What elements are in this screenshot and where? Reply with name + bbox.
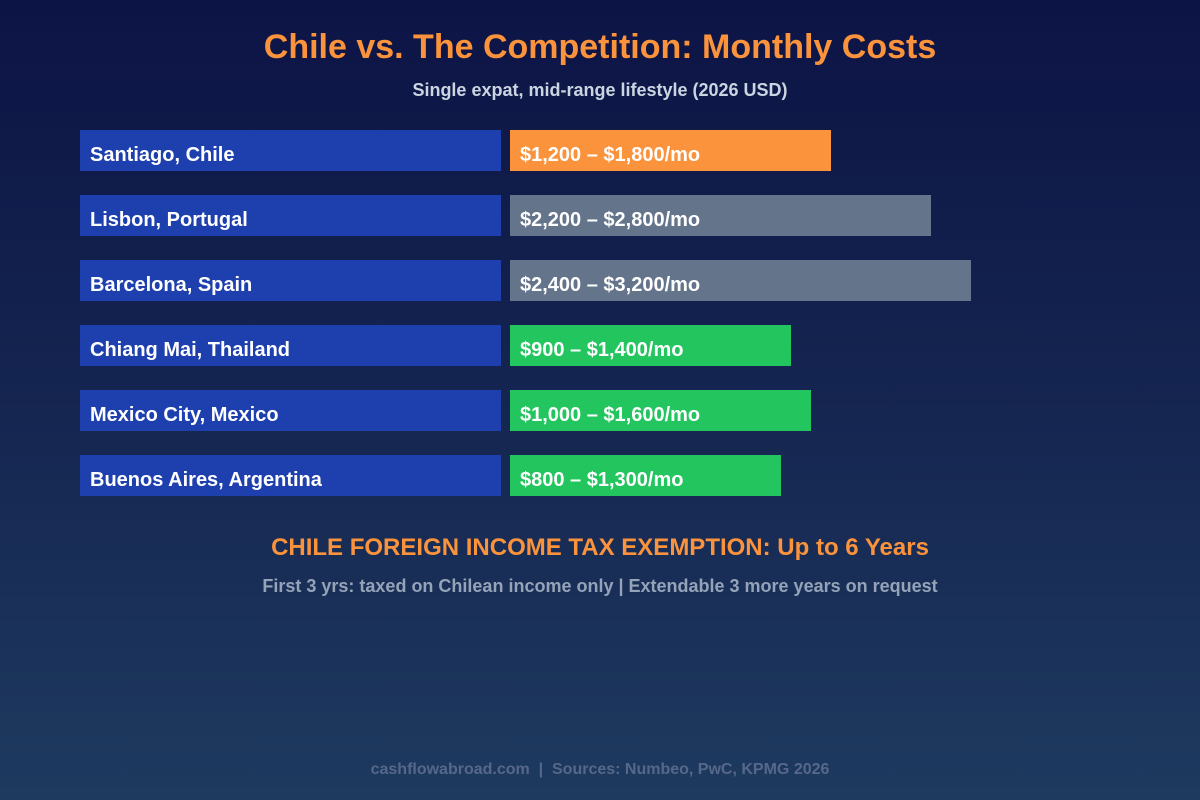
city-label-bar: Santiago, Chile [80, 130, 501, 171]
city-label: Mexico City, Mexico [90, 404, 279, 426]
cost-label: $900 – $1,400/mo [520, 339, 684, 361]
bar-row: Mexico City, Mexico $1,000 – $1,600/mo [80, 390, 1120, 431]
cost-label: $1,200 – $1,800/mo [520, 144, 701, 166]
bar-row: Buenos Aires, Argentina $800 – $1,300/mo [80, 455, 1120, 496]
cost-bar: $800 – $1,300/mo [510, 455, 781, 496]
tax-detail: First 3 yrs: taxed on Chilean income onl… [262, 576, 938, 596]
city-label-bar: Lisbon, Portugal [80, 195, 501, 236]
tax-headline: CHILE FOREIGN INCOME TAX EXEMPTION: Up t… [271, 534, 929, 561]
cost-bar: $2,200 – $2,800/mo [510, 195, 931, 236]
cost-bar: $900 – $1,400/mo [510, 325, 791, 366]
bar-row: Santiago, Chile $1,200 – $1,800/mo [80, 130, 1120, 171]
cost-label: $1,000 – $1,600/mo [520, 404, 701, 426]
city-label: Barcelona, Spain [90, 274, 253, 296]
city-label-bar: Mexico City, Mexico [80, 390, 501, 431]
cost-bar: $1,000 – $1,600/mo [510, 390, 811, 431]
bar-row: Barcelona, Spain $2,400 – $3,200/mo [80, 260, 1120, 301]
city-label: Lisbon, Portugal [90, 209, 248, 231]
city-label-bar: Chiang Mai, Thailand [80, 325, 501, 366]
bar-row: Lisbon, Portugal $2,200 – $2,800/mo [80, 195, 1120, 236]
cost-label: $2,400 – $3,200/mo [520, 274, 701, 296]
city-label: Santiago, Chile [90, 144, 235, 166]
cost-bar: $2,400 – $3,200/mo [510, 260, 971, 301]
chart-subtitle: Single expat, mid-range lifestyle (2026 … [412, 80, 788, 100]
city-label-bar: Buenos Aires, Argentina [80, 455, 501, 496]
footer-credits: cashflowabroad.com | Sources: Numbeo, Pw… [370, 761, 830, 778]
city-label: Chiang Mai, Thailand [90, 339, 291, 361]
chart-title: Chile vs. The Competition: Monthly Costs [263, 28, 937, 66]
city-label: Buenos Aires, Argentina [90, 469, 322, 491]
bar-row: Chiang Mai, Thailand $900 – $1,400/mo [80, 325, 1120, 366]
cost-label: $2,200 – $2,800/mo [520, 209, 701, 231]
cost-bar: $1,200 – $1,800/mo [510, 130, 831, 171]
city-label-bar: Barcelona, Spain [80, 260, 501, 301]
cost-label: $800 – $1,300/mo [520, 469, 684, 491]
